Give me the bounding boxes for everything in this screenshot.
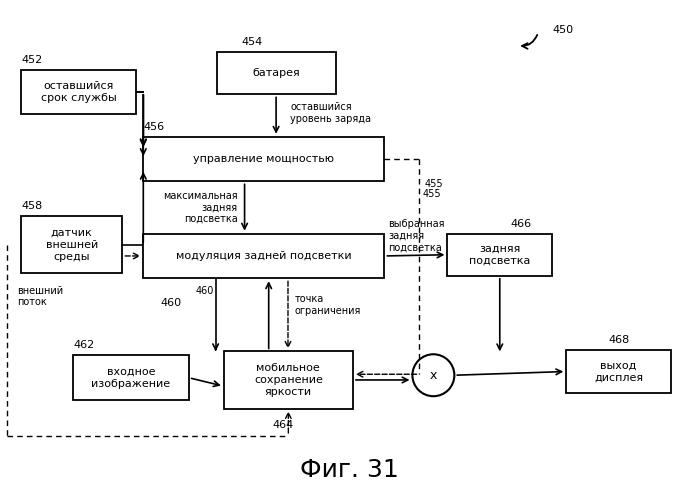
Text: выход
дисплея: выход дисплея xyxy=(594,360,643,383)
FancyBboxPatch shape xyxy=(21,216,122,273)
Text: x: x xyxy=(430,369,437,382)
Text: 455: 455 xyxy=(423,189,442,199)
Text: 455: 455 xyxy=(425,179,444,189)
Text: оставшийся
срок службы: оставшийся срок службы xyxy=(41,81,117,103)
FancyBboxPatch shape xyxy=(73,355,189,400)
Text: 458: 458 xyxy=(21,201,42,211)
Text: входное
изображение: входное изображение xyxy=(92,366,171,389)
Text: внешний
поток: внешний поток xyxy=(17,286,64,307)
Text: модуляция задней подсветки: модуляция задней подсветки xyxy=(176,251,352,261)
FancyBboxPatch shape xyxy=(566,350,671,393)
FancyBboxPatch shape xyxy=(224,351,353,409)
Text: управление мощностью: управление мощностью xyxy=(194,154,334,164)
Text: 460: 460 xyxy=(196,286,215,296)
Text: Фиг. 31: Фиг. 31 xyxy=(300,458,399,482)
Text: 456: 456 xyxy=(143,122,164,132)
Text: максимальная
задняя
подсветка: максимальная задняя подсветка xyxy=(163,191,238,224)
Text: оставшийся
уровень заряда: оставшийся уровень заряда xyxy=(290,102,371,124)
Text: 462: 462 xyxy=(73,340,94,350)
Text: 466: 466 xyxy=(510,219,531,229)
Text: датчик
внешней
среды: датчик внешней среды xyxy=(45,227,98,262)
FancyBboxPatch shape xyxy=(143,137,384,181)
Text: 468: 468 xyxy=(608,335,629,345)
Text: 454: 454 xyxy=(241,37,262,47)
Text: мобильное
сохранение
яркости: мобильное сохранение яркости xyxy=(254,362,323,398)
Text: задняя
подсветка: задняя подсветка xyxy=(469,244,531,266)
FancyBboxPatch shape xyxy=(447,234,552,276)
FancyBboxPatch shape xyxy=(21,70,136,114)
Text: батарея: батарея xyxy=(252,68,300,79)
Text: 450: 450 xyxy=(552,25,573,35)
Text: 452: 452 xyxy=(21,55,42,65)
Text: 464: 464 xyxy=(273,420,294,430)
FancyBboxPatch shape xyxy=(217,52,336,94)
Text: точка
ограничения: точка ограничения xyxy=(295,294,361,316)
Text: 460: 460 xyxy=(161,298,182,308)
FancyBboxPatch shape xyxy=(143,234,384,278)
Text: выбранная
задняя
подсветка: выбранная задняя подсветка xyxy=(388,220,445,252)
